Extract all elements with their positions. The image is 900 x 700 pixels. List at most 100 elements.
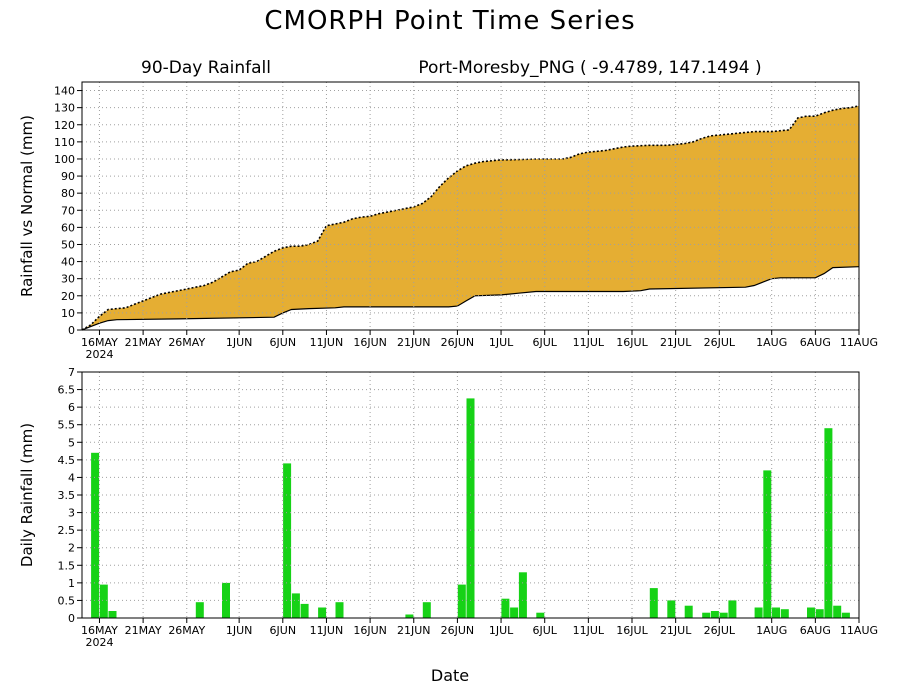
x-tick-label: 21MAY bbox=[125, 336, 162, 349]
x-year-label: 2024 bbox=[85, 636, 113, 649]
x-tick-label: 1AUG bbox=[756, 624, 787, 637]
daily-rainfall-bar bbox=[824, 428, 833, 618]
x-tick-label: 26JUN bbox=[441, 624, 475, 637]
x-tick-label: 21JUN bbox=[397, 624, 431, 637]
y-tick-label: 7 bbox=[68, 366, 75, 379]
daily-rainfall-bar bbox=[466, 398, 475, 618]
daily-rainfall-bar bbox=[91, 452, 100, 618]
x-tick-label: 26MAY bbox=[168, 336, 205, 349]
y-tick-label: 4 bbox=[68, 471, 75, 484]
daily-rainfall-bar bbox=[807, 607, 815, 618]
x-tick-label: 26JUN bbox=[441, 336, 475, 349]
x-tick-label: 21JUN bbox=[397, 336, 431, 349]
daily-rainfall-bar bbox=[422, 602, 431, 618]
y-tick-label: 30 bbox=[61, 273, 75, 286]
daily-rainfall-bar bbox=[318, 607, 327, 618]
y-tick-label: 5.5 bbox=[58, 419, 76, 432]
x-year-label: 2024 bbox=[85, 348, 113, 361]
daily-rainfall-bar bbox=[510, 607, 519, 618]
x-tick-label: 1JUL bbox=[489, 336, 514, 349]
x-tick-label: 1JUN bbox=[226, 336, 253, 349]
actual-rainfall-area bbox=[82, 105, 859, 331]
actual-rainfall-line bbox=[81, 105, 860, 331]
y-tick-label: 80 bbox=[61, 187, 75, 200]
y-tick-label: 1.5 bbox=[58, 559, 76, 572]
daily-rainfall-bar bbox=[763, 470, 772, 618]
daily-rainfall-bar bbox=[501, 598, 510, 618]
y-axis-title: Daily Rainfall (mm) bbox=[18, 423, 36, 567]
daily-rainfall-bar bbox=[772, 607, 780, 618]
x-tick-label: 26JUL bbox=[704, 336, 736, 349]
y-tick-label: 6 bbox=[68, 401, 75, 414]
y-tick-label: 10 bbox=[61, 307, 75, 320]
y-tick-label: 3.5 bbox=[58, 489, 76, 502]
daily-rainfall-bar bbox=[710, 611, 719, 618]
y-tick-label: 140 bbox=[54, 85, 75, 98]
y-tick-label: 4.5 bbox=[58, 454, 76, 467]
x-tick-label: 11AUG bbox=[840, 336, 878, 349]
y-tick-label: 6.5 bbox=[58, 384, 76, 397]
x-tick-label: 26MAY bbox=[168, 624, 205, 637]
daily-rainfall-bar bbox=[754, 607, 763, 618]
x-tick-label: 6JUN bbox=[270, 336, 297, 349]
y-tick-label: 50 bbox=[61, 238, 75, 251]
y-tick-label: 120 bbox=[54, 119, 75, 132]
x-tick-label: 11AUG bbox=[840, 624, 878, 637]
daily-rainfall-bar bbox=[195, 602, 204, 618]
y-tick-label: 2 bbox=[68, 542, 75, 555]
x-tick-label: 16MAY bbox=[81, 624, 118, 637]
x-tick-label: 26JUL bbox=[704, 624, 736, 637]
y-tick-label: 90 bbox=[61, 170, 75, 183]
daily-rainfall-bar bbox=[780, 609, 789, 618]
daily-rainfall-bar bbox=[335, 602, 344, 618]
daily-rainfall-bar bbox=[300, 603, 309, 618]
daily-rainfall-bar bbox=[291, 593, 300, 618]
daily-rainfall-bar bbox=[833, 605, 842, 618]
daily-rainfall-bar bbox=[684, 605, 693, 618]
y-tick-label: 0 bbox=[68, 612, 75, 625]
daily-rainfall-bar bbox=[649, 588, 658, 618]
y-tick-label: 60 bbox=[61, 221, 75, 234]
daily-rainfall-bar bbox=[99, 584, 108, 618]
x-tick-label: 1JUN bbox=[226, 624, 253, 637]
x-tick-label: 16JUN bbox=[353, 624, 387, 637]
daily-rainfall-bar bbox=[841, 612, 850, 618]
daily-rainfall-bar bbox=[719, 612, 728, 618]
daily-rainfall-bar bbox=[108, 611, 117, 618]
y-tick-label: 5 bbox=[68, 436, 75, 449]
y-tick-label: 110 bbox=[54, 136, 75, 149]
x-tick-label: 11JUN bbox=[310, 336, 344, 349]
daily-rainfall-bar bbox=[518, 572, 527, 618]
x-tick-label: 21JUL bbox=[660, 624, 692, 637]
daily-rainfall-bar bbox=[405, 614, 414, 618]
x-tick-label: 16JUN bbox=[353, 336, 387, 349]
chart-title: CMORPH Point Time Series bbox=[264, 6, 635, 36]
daily-rainfall-bar bbox=[667, 600, 676, 618]
x-tick-label: 1AUG bbox=[756, 336, 787, 349]
x-tick-label: 21MAY bbox=[125, 624, 162, 637]
daily-rainfall-bar bbox=[702, 612, 711, 618]
x-tick-label: 11JUN bbox=[310, 624, 344, 637]
chart-subtitle-period: 90-Day Rainfall bbox=[141, 58, 271, 78]
chart-subtitle-location: Port-Moresby_PNG ( -9.4789, 147.1494 ) bbox=[418, 58, 761, 78]
y-tick-label: 40 bbox=[61, 256, 75, 269]
daily-rainfall-bar bbox=[536, 612, 545, 618]
daily-rainfall-bar bbox=[815, 609, 824, 618]
plot-frame bbox=[81, 81, 860, 331]
y-tick-label: 70 bbox=[61, 204, 75, 217]
y-tick-label: 20 bbox=[61, 290, 75, 303]
cumulative-rainfall-panel: 010203040506070809010011012013014016MAY2… bbox=[18, 81, 878, 361]
x-tick-label: 6JUL bbox=[532, 624, 557, 637]
x-tick-label: 11JUL bbox=[573, 336, 605, 349]
x-tick-label: 6JUL bbox=[532, 336, 557, 349]
x-tick-label: 16MAY bbox=[81, 336, 118, 349]
daily-rainfall-bar bbox=[728, 600, 737, 618]
x-tick-label: 11JUL bbox=[573, 624, 605, 637]
y-tick-label: 3 bbox=[68, 507, 75, 520]
x-axis-title: Date bbox=[431, 666, 469, 685]
x-tick-label: 6AUG bbox=[800, 624, 831, 637]
x-tick-label: 16JUL bbox=[616, 336, 648, 349]
y-tick-label: 100 bbox=[54, 153, 75, 166]
